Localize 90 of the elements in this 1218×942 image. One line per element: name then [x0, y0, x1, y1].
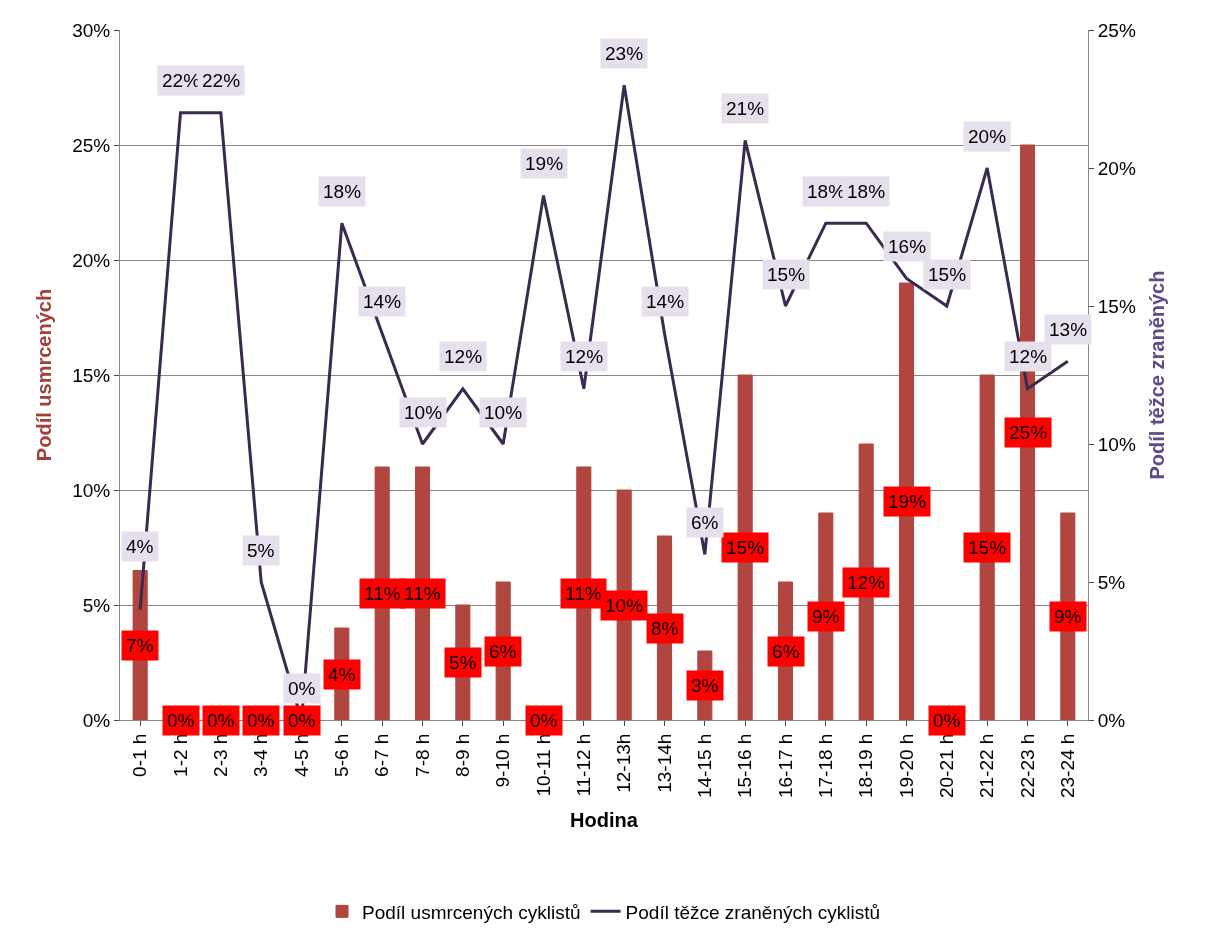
data-label: 18%	[807, 181, 846, 202]
x-tick-label: 23-24 h	[1057, 733, 1079, 799]
y-tick-label: 20%	[72, 249, 111, 271]
data-label: 0%	[247, 710, 275, 731]
data-label: 15%	[726, 537, 765, 558]
x-tick-label: 14-15 h	[694, 733, 716, 799]
data-label: 21%	[726, 98, 765, 119]
data-label: 8%	[651, 618, 679, 639]
data-label: 18%	[847, 181, 886, 202]
data-label: 4%	[328, 664, 356, 685]
x-tick-label: 16-17 h	[774, 733, 796, 799]
data-label: 0%	[288, 678, 316, 699]
data-label: 0%	[207, 710, 235, 731]
data-label: 4%	[126, 536, 154, 557]
data-label: 5%	[247, 540, 275, 561]
x-tick-label: 12-13h	[613, 733, 635, 793]
x-tick-label: 15-16 h	[734, 733, 756, 799]
data-label: 15%	[968, 537, 1007, 558]
x-tick-label: 19-20 h	[895, 733, 917, 799]
data-label: 12%	[565, 346, 604, 367]
data-label: 23%	[605, 43, 644, 64]
data-label: 12%	[847, 572, 886, 593]
data-label: 22%	[202, 70, 241, 91]
data-label: 3%	[691, 675, 719, 696]
x-tick-label: 21-22 h	[976, 733, 998, 799]
x-tick-label: 13-14h	[653, 733, 675, 793]
y-tick-label: 25%	[72, 134, 111, 156]
data-label: 10%	[605, 595, 644, 616]
data-label: 14%	[363, 291, 402, 312]
data-label: 11%	[565, 583, 602, 604]
data-label: 19%	[888, 491, 927, 512]
y-tick-label: 10%	[72, 479, 111, 501]
x-axis-title: Hodina	[570, 808, 639, 831]
y2-axis-title: Podíl těžce zraněných	[1146, 270, 1169, 480]
data-label: 22%	[162, 70, 201, 91]
data-label: 12%	[1009, 346, 1048, 367]
data-label: 9%	[812, 606, 840, 627]
data-label: 6%	[691, 512, 719, 533]
data-label: 7%	[126, 635, 154, 656]
x-tick-label: 10-11 h	[532, 733, 554, 797]
x-tick-label: 5-6 h	[331, 733, 352, 777]
data-label: 13%	[1049, 319, 1088, 340]
data-label: 20%	[968, 126, 1007, 147]
data-label: 12%	[444, 346, 483, 367]
x-tick-label: 6-7 h	[371, 733, 393, 777]
data-label: 15%	[928, 264, 967, 285]
y2-tick-label: 0%	[1097, 709, 1126, 731]
data-label: 6%	[489, 641, 517, 662]
data-label: 11%	[364, 583, 401, 604]
data-label: 10%	[404, 402, 443, 423]
y2-tick-label: 15%	[1097, 295, 1136, 317]
y2-tick-label: 5%	[1097, 571, 1126, 593]
x-tick-label: 0-1 h	[129, 733, 151, 777]
x-tick-label: 2-3 h	[210, 733, 232, 777]
x-tick-label: 22-23 h	[1016, 733, 1038, 799]
y2-tick-label: 10%	[1097, 433, 1136, 455]
x-tick-label: 3-4 h	[250, 733, 272, 777]
y2-tick-label: 25%	[1097, 19, 1136, 41]
x-tick-label: 4-5 h	[290, 733, 312, 777]
data-label: 16%	[888, 236, 927, 257]
data-label: 19%	[525, 153, 564, 174]
data-label: 6%	[772, 641, 800, 662]
data-label: 0%	[933, 710, 961, 731]
data-label: 0%	[530, 710, 558, 731]
x-tick-label: 1-2 h	[169, 733, 191, 777]
legend-label: Podíl usmrcených cyklistů	[362, 901, 581, 923]
x-tick-label: 8-9 h	[452, 733, 473, 777]
data-label: 0%	[288, 710, 316, 731]
data-label: 9%	[1054, 606, 1082, 627]
data-label: 0%	[167, 710, 195, 731]
data-label: 15%	[767, 264, 806, 285]
data-label: 14%	[646, 291, 685, 312]
y-axis-title: Podíl usmrcených	[32, 288, 55, 462]
y-tick-label: 5%	[82, 594, 111, 616]
y-tick-label: 0%	[82, 709, 111, 731]
data-label: 11%	[404, 583, 441, 604]
x-tick-label: 11-12 h	[573, 733, 595, 797]
data-label: 18%	[323, 181, 362, 202]
x-tick-label: 18-19 h	[855, 733, 877, 799]
x-tick-label: 9-10 h	[492, 733, 514, 788]
y-tick-label: 15%	[72, 364, 111, 386]
y2-tick-label: 20%	[1097, 157, 1136, 179]
data-label: 5%	[449, 652, 477, 673]
data-label: 10%	[484, 402, 523, 423]
x-tick-label: 17-18 h	[815, 733, 837, 799]
data-label: 25%	[1009, 422, 1048, 443]
y-tick-label: 30%	[72, 19, 111, 41]
x-tick-label: 7-8 h	[411, 733, 433, 777]
legend-label: Podíl těžce zraněných cyklistů	[625, 901, 881, 923]
x-tick-label: 20-21 h	[936, 733, 958, 799]
